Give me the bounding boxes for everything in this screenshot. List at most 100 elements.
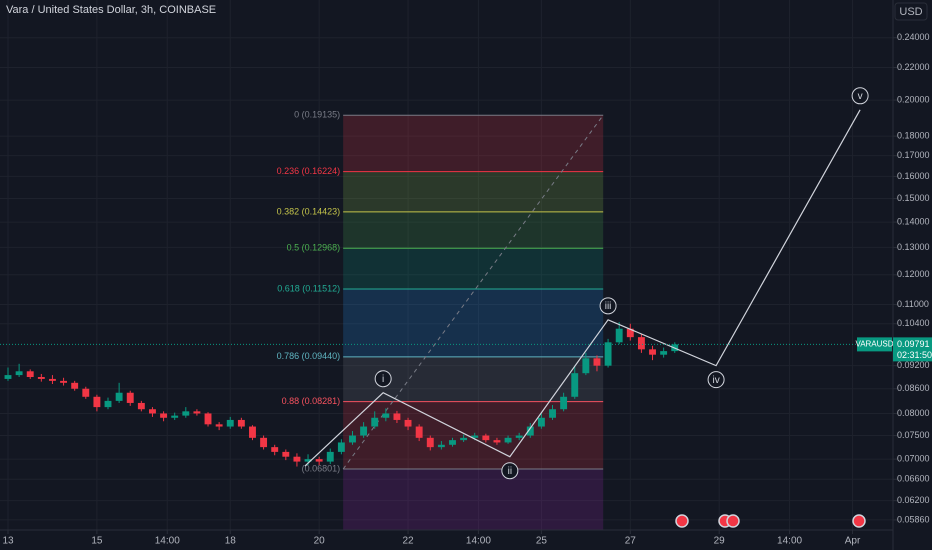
candle-body: [337, 442, 345, 452]
candle-body: [393, 413, 401, 420]
y-tick-label: 0.10400: [897, 318, 930, 328]
price-tag: [893, 337, 932, 362]
candle-body: [82, 388, 90, 397]
candle-body: [615, 328, 623, 343]
wave-line: [304, 109, 861, 467]
y-tick-label: 0.14000: [897, 216, 930, 226]
x-tick-label: 14:00: [466, 536, 491, 547]
fib-label: 0.786 (0.09440): [277, 351, 341, 361]
candle-body: [549, 409, 556, 418]
fib-band: [343, 211, 604, 249]
wave-label: v: [858, 91, 863, 102]
fib-label: 0.236 (0.16224): [277, 166, 341, 176]
candle-body: [471, 435, 479, 438]
candle-body: [415, 426, 423, 438]
fib-label: 0.88 (0.08281): [282, 396, 341, 406]
wave-label-circle: [501, 462, 519, 480]
wave-label: i: [382, 374, 384, 385]
candle-body: [49, 378, 56, 381]
fib-label: 0 (0.19135): [294, 110, 340, 120]
candle-body: [449, 440, 456, 445]
y-tick-label: 0.06600: [897, 474, 930, 484]
candles: [4, 322, 679, 467]
candle-body: [271, 447, 279, 452]
candle-body: [71, 382, 79, 389]
x-tick-label: 22: [402, 536, 414, 547]
candle-body: [593, 358, 601, 366]
candle-body: [426, 437, 434, 448]
event-icon[interactable]: [852, 514, 866, 528]
fib-band: [343, 248, 604, 289]
y-tick-label: 0.17000: [897, 150, 930, 160]
fib-band: [343, 288, 604, 357]
candle-body: [460, 437, 468, 441]
candle-body: [504, 437, 512, 443]
candle-body: [4, 375, 12, 379]
x-tick-label: 27: [625, 536, 637, 547]
candle-body: [282, 451, 290, 457]
axes: 0.24000 0.22000 0.20000 0.18000 0.17000 0.160…: [2, 32, 929, 547]
y-tick-label: 0.24000: [897, 32, 930, 42]
candle-body: [382, 413, 390, 418]
event-icons: [675, 514, 866, 528]
price-tag-countdown: 02:31:50: [897, 350, 932, 360]
y-tick-label: 0.08000: [897, 408, 930, 418]
x-tick-label: 13: [2, 536, 14, 547]
candle-body: [149, 409, 156, 414]
symbol-tag: [857, 337, 892, 352]
y-tick-label: 0.22000: [897, 62, 930, 72]
candle-body: [482, 435, 490, 441]
candle-body: [15, 371, 23, 376]
x-tick-label: 25: [536, 536, 548, 547]
wave-label: ii: [508, 466, 512, 477]
candle-body: [171, 415, 179, 418]
candle-body: [237, 419, 245, 427]
wave-label-circle: [707, 371, 725, 389]
candle-body: [537, 417, 545, 427]
candle-body: [115, 392, 123, 401]
currency-label[interactable]: USD: [899, 6, 922, 18]
fib-band: [343, 171, 604, 212]
fib-band: [343, 401, 604, 470]
y-tick-label: 0.07500: [897, 430, 930, 440]
y-tick-label: 0.09200: [897, 360, 930, 370]
wave-label: iv: [712, 375, 719, 386]
event-icon[interactable]: [726, 514, 740, 528]
candle-body: [215, 424, 223, 427]
candle-body: [37, 377, 45, 379]
candle-body: [193, 411, 201, 414]
x-tick-label: Apr: [845, 536, 861, 547]
wave-label: iii: [605, 301, 612, 312]
candle-body: [437, 444, 445, 448]
candle-body: [182, 411, 190, 416]
candle-body: [604, 342, 612, 366]
candle-body: [349, 435, 356, 443]
currency-button[interactable]: [894, 2, 928, 21]
fib-band: [343, 115, 604, 172]
candle-body: [560, 396, 568, 410]
candle-body: [104, 400, 112, 408]
y-tick-label: 0.16000: [897, 171, 930, 181]
candle-body: [260, 437, 268, 448]
candle-body: [60, 380, 68, 383]
y-tick-label: 0.18000: [897, 131, 930, 141]
candle-body: [637, 337, 645, 350]
x-tick-label: 14:00: [777, 536, 802, 547]
candle-body: [649, 349, 656, 355]
y-tick-label: 0.12000: [897, 269, 930, 279]
fib-band: [343, 469, 604, 530]
candle-body: [226, 419, 234, 427]
grid: [0, 0, 893, 530]
candle-body: [404, 419, 412, 427]
y-tick-label: 0.07000: [897, 454, 930, 464]
chart-title: Vara / United States Dollar, 3h, COINBAS…: [6, 4, 216, 16]
candle-body: [249, 426, 256, 438]
candle-body: [293, 456, 301, 462]
fib-label: (0.06801): [302, 463, 341, 473]
y-tick-label: 0.06200: [897, 495, 930, 505]
candle-body: [326, 451, 334, 462]
event-icon[interactable]: [675, 514, 689, 528]
wave-label-circle: [599, 297, 617, 315]
candle-body: [93, 396, 101, 408]
